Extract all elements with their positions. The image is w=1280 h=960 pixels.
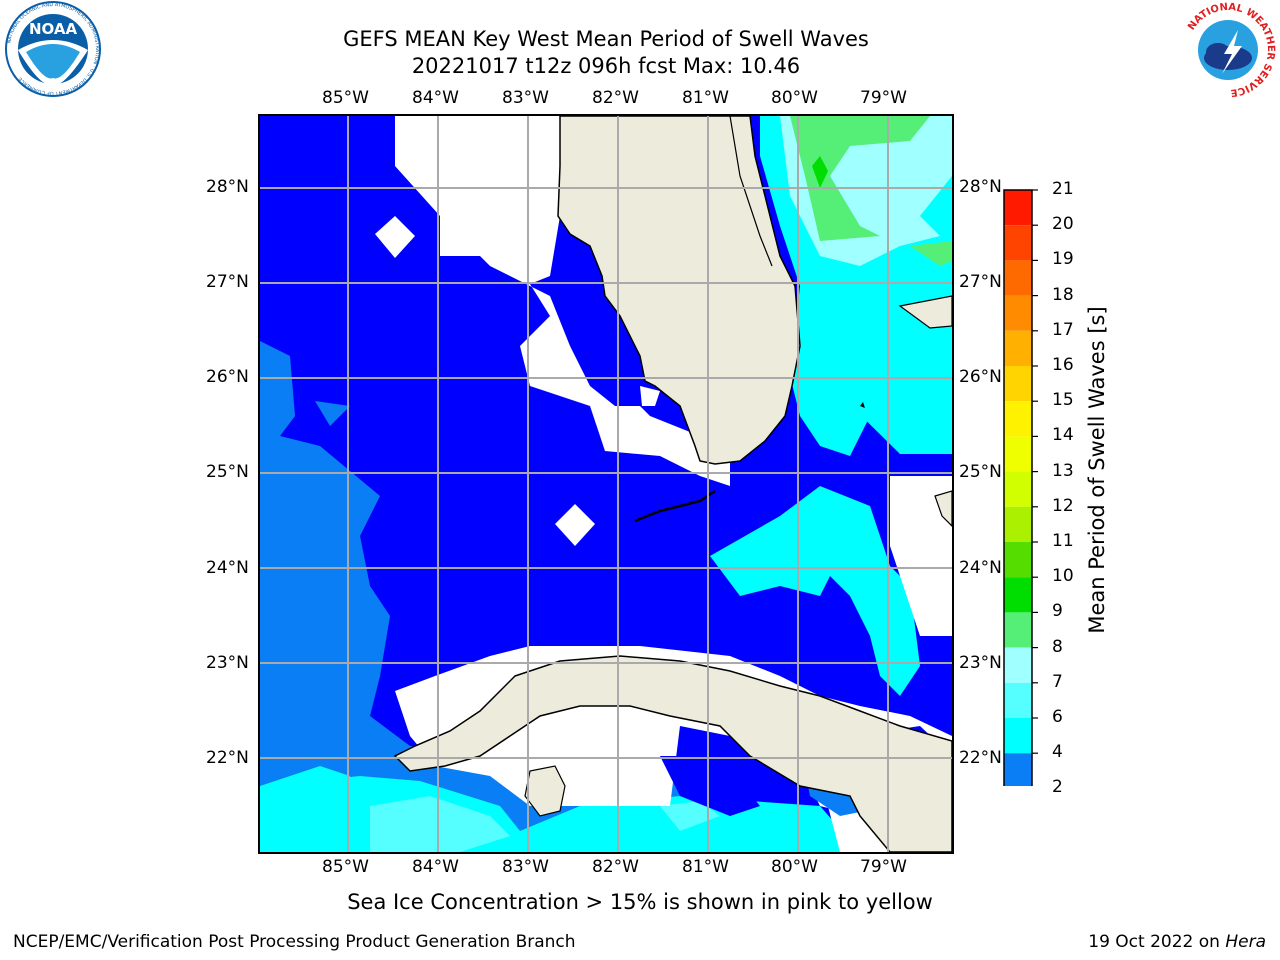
colorbar-segment (1004, 330, 1032, 366)
period-band-10-11 (790, 116, 930, 241)
lat-label-right: 24°N (959, 558, 1002, 578)
colorbar-tick-label: 20 (1052, 214, 1074, 235)
footer-date: 19 Oct 2022 on Hera (1088, 932, 1266, 952)
colorbar-segment (1004, 190, 1032, 226)
cuba-land (393, 655, 952, 852)
colorbar-tick-label: 16 (1052, 355, 1074, 375)
lon-label-top: 79°W (860, 88, 907, 108)
colorbar-segment (1004, 260, 1032, 296)
colorbar-tick-label: 6 (1052, 707, 1063, 727)
colorbar-segment (1004, 542, 1032, 578)
nws-logo: NATIONAL WEATHER SERVICE (1181, 2, 1276, 98)
lon-label-top: 80°W (771, 88, 818, 108)
colorbar-segment (1004, 718, 1032, 754)
lon-label-top: 81°W (682, 88, 729, 108)
colorbar-segment (1004, 436, 1032, 472)
lon-label-bottom: 81°W (682, 857, 729, 877)
lat-label-right: 25°N (959, 462, 1002, 482)
no-data-north (395, 116, 730, 486)
colorbar-segment (1004, 506, 1032, 542)
lon-label-bottom: 83°W (502, 857, 549, 877)
graticule (260, 116, 952, 852)
no-data-diamond-2 (555, 504, 595, 546)
lat-label-left: 28°N (206, 177, 249, 197)
colorbar-tick-label: 17 (1052, 319, 1074, 340)
lat-label-left: 23°N (206, 653, 249, 673)
grand-bahama (898, 295, 952, 329)
colorbar-tick-label: 7 (1052, 671, 1063, 692)
lat-label-right: 26°N (959, 367, 1002, 387)
colorbar-segment (1004, 366, 1032, 402)
sea-ice-note: Sea Ice Concentration > 15% is shown in … (347, 890, 933, 914)
lat-label-left: 24°N (206, 558, 249, 578)
noaa-logo-text: NOAA (29, 20, 78, 38)
map-title: GEFS MEAN Key West Mean Period of Swell … (343, 27, 869, 51)
lat-label-right: 27°N (959, 272, 1002, 292)
colorbar-tick-label: 19 (1052, 249, 1074, 270)
noaa-logo: NOAA NATIONAL OCEANIC AND ATMOSPHERIC AD… (5, 1, 101, 97)
no-data-bahamas (890, 476, 952, 636)
colorbar-tick-label: 11 (1052, 531, 1074, 551)
colorbar-tick-label: 9 (1052, 601, 1063, 622)
colorbar-tick-label: 10 (1052, 566, 1074, 587)
lon-label-bottom: 79°W (860, 857, 907, 877)
lat-label-left: 25°N (206, 462, 249, 482)
colorbar-segment (1004, 753, 1032, 786)
colorbar-segment (1004, 577, 1032, 613)
lon-label-bottom: 82°W (592, 857, 639, 877)
colorbar-tick-label: 8 (1052, 636, 1063, 657)
colorbar-tick-label: 18 (1052, 284, 1074, 305)
colorbar-segment (1004, 401, 1032, 437)
map-subtitle: 20221017 t12z 096h fcst Max: 10.46 (411, 54, 801, 78)
isla-de-la-juventud (524, 765, 566, 817)
colorbar-segment (1004, 295, 1032, 331)
colorbar-segment (1004, 612, 1032, 648)
colorbar-tick-label: 12 (1052, 495, 1074, 516)
footer-date-text: 19 Oct 2022 on (1088, 932, 1220, 952)
lon-label-top: 82°W (592, 88, 639, 108)
lat-label-left: 22°N (206, 748, 249, 768)
swell-period-map (258, 114, 954, 854)
colorbar-segment (1004, 471, 1032, 507)
colorbar-tick-label: 14 (1052, 425, 1074, 446)
florida-keys (634, 489, 716, 523)
colorbar-title: Mean Period of Swell Waves [s] (1085, 306, 1109, 634)
no-data-diamond-1 (375, 216, 415, 258)
colorbar-tick-label: 15 (1052, 390, 1074, 411)
lat-label-right: 22°N (959, 748, 1002, 768)
lat-label-right: 28°N (959, 177, 1002, 197)
colorbar-tick-label: 4 (1052, 742, 1063, 763)
map-canvas (260, 116, 952, 852)
lon-label-top: 85°W (322, 88, 369, 108)
lon-label-bottom: 84°W (412, 857, 459, 877)
footer-credit: NCEP/EMC/Verification Post Processing Pr… (13, 932, 576, 952)
lat-label-left: 26°N (206, 367, 249, 387)
colorbar-tick-label: 2 (1052, 777, 1063, 798)
colorbar-segment (1004, 225, 1032, 261)
lon-label-top: 83°W (502, 88, 549, 108)
footer-host: Hera (1225, 932, 1266, 952)
colorbar-tick-label: 13 (1052, 460, 1074, 481)
lat-label-right: 23°N (959, 653, 1002, 673)
lon-label-bottom: 85°W (322, 857, 369, 877)
lat-label-left: 27°N (206, 272, 249, 292)
colorbar-segment (1004, 647, 1032, 683)
lon-label-top: 84°W (412, 88, 459, 108)
colorbar (1003, 189, 1038, 786)
lon-label-bottom: 80°W (771, 857, 818, 877)
colorbar-segment (1004, 682, 1032, 718)
colorbar-tick-label: 21 (1052, 179, 1074, 199)
